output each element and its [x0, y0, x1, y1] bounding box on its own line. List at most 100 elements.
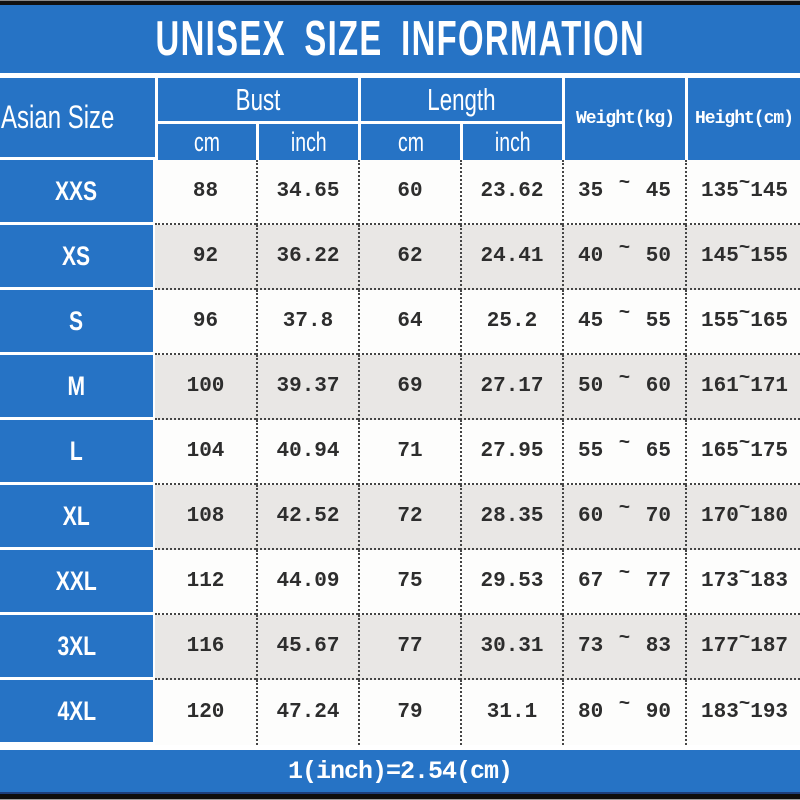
height-min-value: 165 — [701, 440, 739, 463]
height-min-value: 155 — [701, 310, 739, 333]
length-cm-cell: 64 — [358, 290, 460, 355]
length-cm-value: 71 — [397, 440, 423, 463]
bust-cm-cell: 108 — [155, 485, 256, 550]
height-range-cell: 145 ~ 155 — [685, 225, 800, 290]
bust-cm-cell: 120 — [155, 680, 256, 745]
bust-inch-cell: 36.22 — [256, 225, 358, 290]
length-inch-cell: 29.53 — [460, 550, 562, 615]
height-range-cell: 177 ~ 187 — [685, 615, 800, 680]
height-min-value: 135 — [701, 180, 739, 203]
bust-inch-cell: 44.09 — [256, 550, 358, 615]
size-label: L — [70, 435, 83, 466]
tilde-glyph: ~ — [738, 366, 751, 389]
tilde-glyph: ~ — [618, 301, 631, 324]
tilde-glyph: ~ — [738, 171, 751, 194]
tilde-glyph: ~ — [618, 496, 631, 519]
table-row: XXL 112 44.09 75 29.53 67 ~ 77 173 ~ 183 — [0, 550, 800, 615]
bust-inch-value: 42.52 — [276, 505, 340, 528]
length-cm-value: 79 — [397, 701, 423, 724]
bust-cm-value: 104 — [186, 440, 225, 463]
header-bust-cm-label: cm — [194, 126, 220, 157]
bust-cm-value: 108 — [186, 505, 225, 528]
bust-inch-cell: 34.65 — [256, 160, 358, 225]
table-row: XL 108 42.52 72 28.35 60 ~ 70 170 ~ 180 — [0, 485, 800, 550]
height-min-value: 161 — [701, 375, 739, 398]
height-max-value: 183 — [750, 570, 789, 593]
table-row: 3XL 116 45.67 77 30.31 73 ~ 83 177 ~ 187 — [0, 615, 800, 680]
bust-inch-value: 39.37 — [276, 375, 340, 398]
weight-range-cell: 50 ~ 60 — [562, 355, 685, 420]
page-title: UNISEX SIZE INFORMATION — [155, 12, 645, 66]
bust-cm-value: 100 — [186, 375, 225, 398]
weight-max-value: 65 — [645, 440, 671, 463]
height-min-value: 177 — [701, 635, 739, 658]
header-height: Height(cm) — [685, 78, 800, 160]
bust-inch-cell: 40.94 — [256, 420, 358, 485]
length-inch-cell: 25.2 — [460, 290, 562, 355]
length-cm-cell: 75 — [358, 550, 460, 615]
length-cm-cell: 69 — [358, 355, 460, 420]
bust-inch-value: 36.22 — [276, 245, 340, 268]
size-cell: S — [0, 290, 155, 355]
bust-inch-value: 47.24 — [276, 701, 340, 724]
tilde-glyph: ~ — [618, 171, 631, 194]
bottom-black-bar — [0, 794, 800, 799]
height-range-cell: 135 ~ 145 — [685, 160, 800, 225]
length-cm-value: 64 — [397, 310, 423, 333]
length-cm-value: 72 — [397, 505, 423, 528]
height-min-value: 145 — [701, 245, 739, 268]
weight-max-value: 83 — [645, 635, 671, 658]
bust-cm-value: 120 — [186, 701, 225, 724]
tilde-glyph: ~ — [618, 366, 631, 389]
height-max-value: 145 — [750, 180, 789, 203]
weight-max-value: 70 — [645, 505, 671, 528]
length-inch-value: 25.2 — [486, 310, 538, 333]
weight-max-value: 55 — [645, 310, 671, 333]
size-label: M — [67, 370, 86, 401]
tilde-glyph: ~ — [618, 626, 631, 649]
header-length-cm-label: cm — [397, 126, 424, 157]
height-max-value: 165 — [750, 310, 789, 333]
length-cm-cell: 79 — [358, 680, 460, 745]
bust-cm-cell: 88 — [155, 160, 256, 225]
length-cm-cell: 72 — [358, 485, 460, 550]
bust-inch-value: 37.8 — [282, 310, 334, 333]
bust-cm-cell: 100 — [155, 355, 256, 420]
header-weight-label: Weight(kg) — [575, 109, 675, 129]
size-label: XXL — [56, 565, 97, 596]
header-length-inch: inch — [460, 124, 562, 160]
height-min-value: 173 — [701, 570, 739, 593]
weight-max-value: 60 — [645, 375, 671, 398]
length-inch-cell: 27.17 — [460, 355, 562, 420]
weight-min-value: 45 — [578, 310, 604, 333]
bust-cm-cell: 104 — [155, 420, 256, 485]
length-inch-value: 27.95 — [480, 440, 544, 463]
header-group-bust: Bust — [155, 78, 358, 124]
weight-min-value: 73 — [578, 635, 604, 658]
bust-cm-cell: 112 — [155, 550, 256, 615]
length-inch-value: 30.31 — [480, 635, 544, 658]
bottom-navy-line — [0, 792, 800, 794]
height-max-value: 155 — [750, 245, 789, 268]
length-inch-cell: 24.41 — [460, 225, 562, 290]
tilde-glyph: ~ — [738, 431, 751, 454]
length-inch-cell: 23.62 — [460, 160, 562, 225]
tilde-glyph: ~ — [738, 301, 751, 324]
weight-max-value: 90 — [645, 701, 671, 724]
weight-min-value: 40 — [578, 245, 604, 268]
size-label: XL — [63, 500, 90, 531]
length-inch-value: 28.35 — [480, 505, 544, 528]
header-bust-label: Bust — [235, 81, 281, 117]
length-inch-value: 27.17 — [480, 375, 544, 398]
table-row: L 104 40.94 71 27.95 55 ~ 65 165 ~ 175 — [0, 420, 800, 485]
length-cm-value: 60 — [397, 180, 423, 203]
header-length-label: Length — [427, 81, 496, 117]
length-cm-value: 75 — [397, 570, 423, 593]
height-max-value: 175 — [750, 440, 789, 463]
length-inch-value: 24.41 — [480, 245, 544, 268]
weight-range-cell: 67 ~ 77 — [562, 550, 685, 615]
height-max-value: 180 — [750, 505, 789, 528]
size-cell: M — [0, 355, 155, 420]
size-cell: 3XL — [0, 615, 155, 680]
table-row: S 96 37.8 64 25.2 45 ~ 55 155 ~ 165 — [0, 290, 800, 355]
